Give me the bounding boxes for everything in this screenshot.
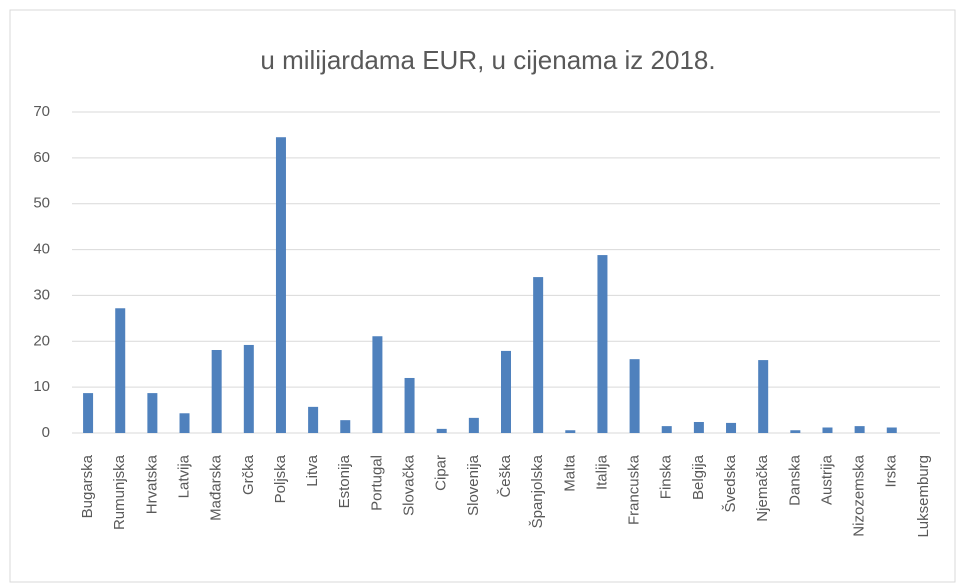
bar xyxy=(179,413,190,433)
x-tick-label: Bugarska xyxy=(79,454,96,518)
x-tick-label: Portugal xyxy=(368,455,385,511)
bar xyxy=(147,393,158,433)
x-tick-label: Belgija xyxy=(690,454,707,500)
bar xyxy=(886,427,897,433)
bar xyxy=(597,255,608,433)
y-tick-label: 50 xyxy=(33,195,50,212)
x-tick-label: Finska xyxy=(658,454,675,499)
x-tick-label: Švedska xyxy=(722,454,739,512)
bar xyxy=(726,422,737,433)
bar xyxy=(83,393,94,433)
bar xyxy=(468,417,479,433)
x-tick-label: Francuska xyxy=(626,454,643,525)
bar xyxy=(211,349,222,433)
bar xyxy=(822,427,833,433)
bar xyxy=(436,428,447,433)
x-tick-label: Danska xyxy=(786,454,803,506)
x-tick-label: Malta xyxy=(561,454,578,491)
bar xyxy=(854,426,865,433)
x-tick-label: Irska xyxy=(883,454,900,487)
bar xyxy=(115,308,126,433)
bar xyxy=(501,350,511,433)
bar xyxy=(340,420,351,433)
y-tick-label: 60 xyxy=(33,149,50,166)
x-tick-label: Mađarska xyxy=(208,454,225,521)
bar xyxy=(661,426,672,433)
y-tick-label: 40 xyxy=(33,241,50,258)
bar xyxy=(372,336,383,433)
x-tick-label: Latvija xyxy=(175,454,192,498)
bar xyxy=(243,344,254,433)
bar xyxy=(275,137,286,433)
bar xyxy=(565,430,576,433)
x-tick-label: Grčka xyxy=(240,454,257,495)
y-tick-label: 70 xyxy=(33,103,50,120)
x-tick-label: Italija xyxy=(593,454,610,490)
x-tick-label: Španjolska xyxy=(529,454,546,528)
chart-border xyxy=(9,9,956,583)
bar xyxy=(629,359,640,433)
bar xyxy=(533,277,544,433)
x-tick-label: Češka xyxy=(497,454,514,497)
bar xyxy=(404,377,415,433)
x-tick-label: Austrija xyxy=(818,454,835,505)
bar xyxy=(693,421,704,433)
x-tick-label: Litva xyxy=(304,454,321,486)
chart-title: u milijardama EUR, u cijenama iz 2018. xyxy=(260,45,715,75)
x-tick-label: Poljska xyxy=(272,454,289,503)
x-tick-label: Cipar xyxy=(433,455,450,491)
y-tick-label: 10 xyxy=(33,378,50,395)
x-tick-label: Slovenija xyxy=(465,454,482,516)
y-tick-label: 0 xyxy=(42,424,50,441)
y-tick-label: 30 xyxy=(33,286,50,303)
x-tick-label: Njemačka xyxy=(754,454,771,521)
x-tick-label: Slovačka xyxy=(401,454,418,516)
bar xyxy=(308,406,319,433)
x-tick-label: Nizozemska xyxy=(851,454,868,536)
bar xyxy=(790,430,801,433)
x-tick-label: Luksemburg xyxy=(915,455,932,538)
y-tick-label: 20 xyxy=(33,332,50,349)
x-tick-label: Estonija xyxy=(336,454,353,508)
x-tick-label: Hrvatska xyxy=(143,454,160,514)
x-tick-label: Rumunjska xyxy=(111,454,128,530)
bar xyxy=(758,360,769,433)
